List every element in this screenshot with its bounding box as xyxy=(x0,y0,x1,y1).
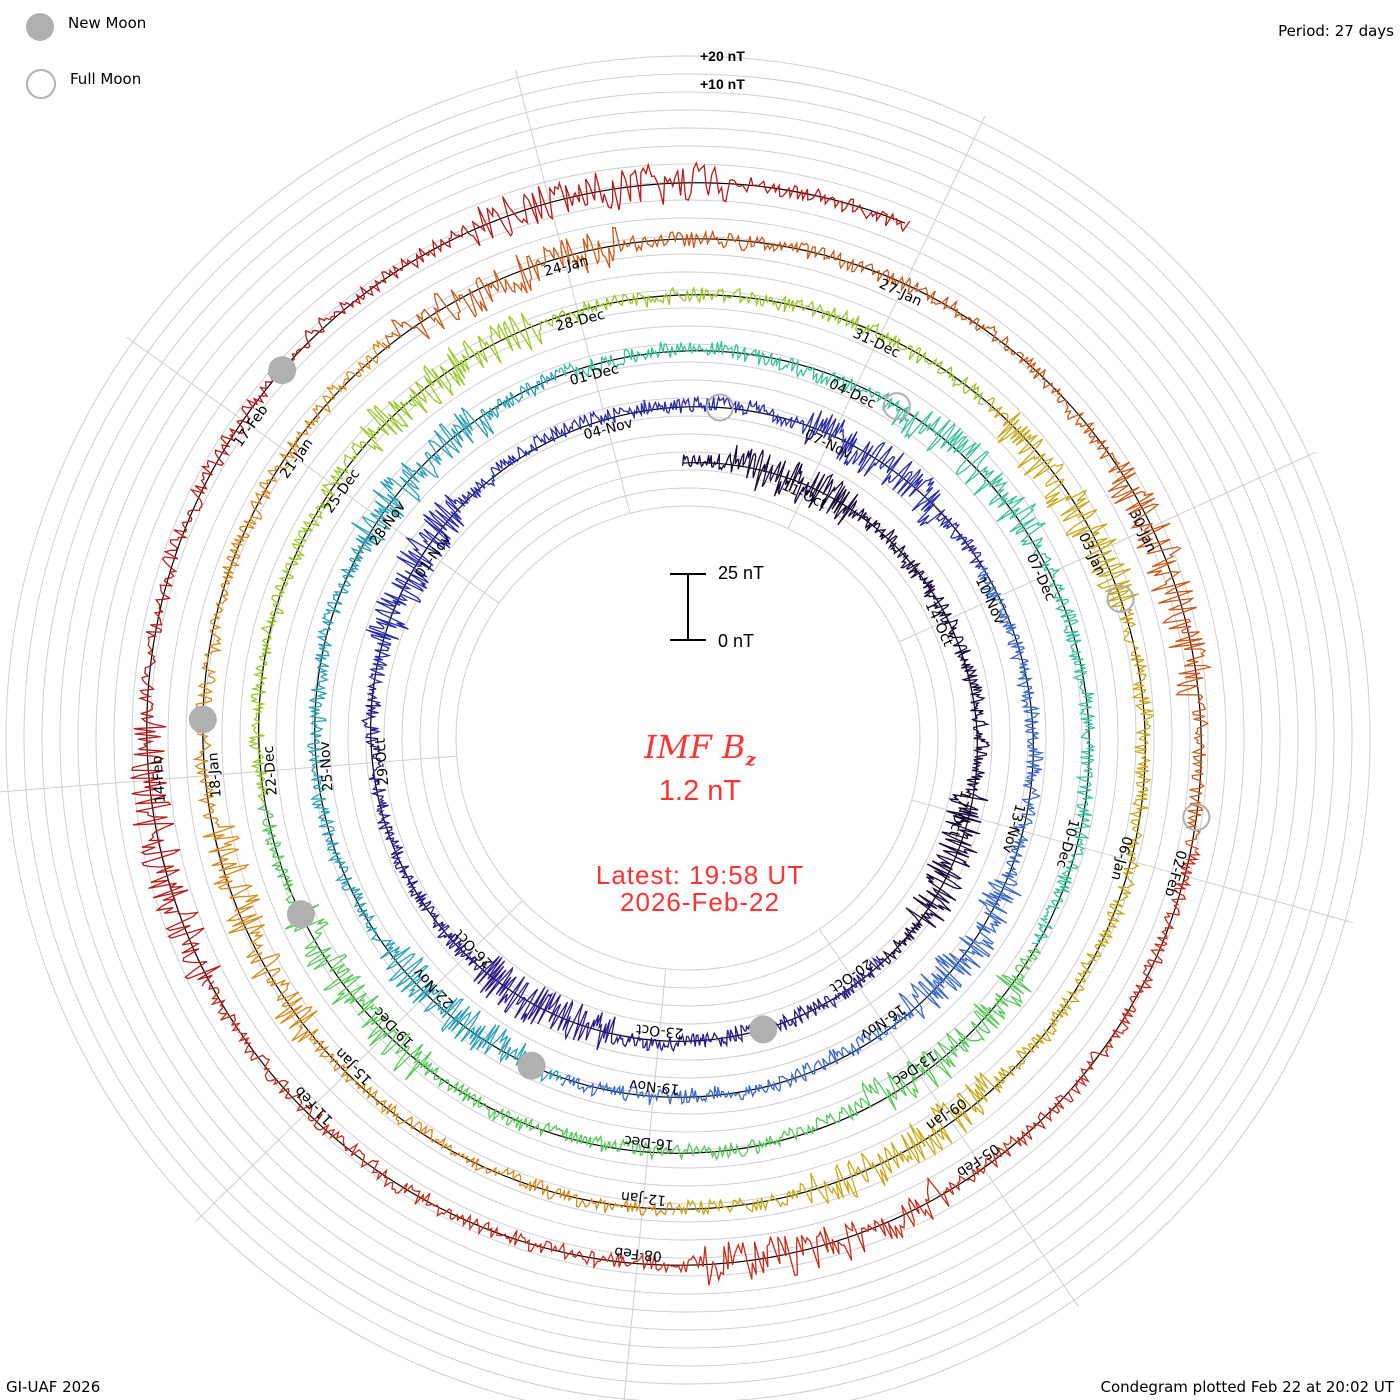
date-label: 18-Jan xyxy=(205,752,224,798)
grid-ring xyxy=(419,469,957,1007)
grid-ring xyxy=(77,127,1299,1349)
bz-trace-segment xyxy=(672,397,1155,1216)
bz-trace-segment xyxy=(307,369,563,1083)
bz-trace-segment xyxy=(247,286,984,804)
grid-ring xyxy=(41,91,1335,1385)
full-moon-marker xyxy=(1106,585,1135,613)
grid-ring xyxy=(59,109,1317,1367)
grid-ring xyxy=(95,145,1281,1331)
bz-trace-segment xyxy=(558,340,1096,945)
grid-ring xyxy=(347,397,1029,1079)
bz-trace-segment xyxy=(681,444,991,965)
grid-ring xyxy=(23,73,1353,1400)
grid-ring xyxy=(437,487,939,989)
new-moon-marker xyxy=(749,1015,778,1044)
grid-ring xyxy=(113,163,1263,1313)
date-label: 24-Jan xyxy=(542,253,590,280)
bz-trace-segment xyxy=(360,684,885,1053)
chart-title-subscript: z xyxy=(745,749,756,771)
new-moon-icon xyxy=(26,13,54,41)
bz-trace-segment xyxy=(256,803,1041,1162)
grid-ring xyxy=(311,361,1065,1115)
date-label: 07-Nov xyxy=(802,427,854,463)
new-moon-marker xyxy=(517,1051,546,1080)
new-moon-marker xyxy=(268,356,297,385)
latest-date: 2026-Feb-22 xyxy=(620,887,780,917)
full-moon-marker xyxy=(882,392,911,421)
date-label: 12-Jan xyxy=(620,1188,667,1208)
bz-traces xyxy=(130,161,1213,1286)
bz-trace-segment xyxy=(365,394,985,686)
date-label: 25-Nov xyxy=(317,741,337,792)
latest-time: Latest: 19:58 UT xyxy=(595,860,805,890)
legend-new-moon-label: New Moon xyxy=(68,14,147,32)
bz-trace-segment xyxy=(192,339,673,1218)
grid-ring xyxy=(455,505,921,971)
scale-top-label: 25 nT xyxy=(718,563,765,583)
outer-scale-10nt: +10 nT xyxy=(700,76,745,92)
new-moon-marker xyxy=(188,705,217,734)
grid-spoke xyxy=(514,69,631,514)
date-label: 16-Dec xyxy=(623,1132,674,1153)
date-label: 19-Nov xyxy=(629,1076,681,1097)
grid-ring xyxy=(257,307,1119,1169)
date-label: 22-Dec xyxy=(261,745,281,796)
grid-ring xyxy=(329,379,1047,1097)
new-moon-marker xyxy=(286,900,315,929)
grid-ring xyxy=(5,55,1371,1400)
scale-bottom-label: 0 nT xyxy=(718,631,755,651)
date-label: 27-Jan xyxy=(877,276,925,310)
grid-spoke xyxy=(898,451,1317,643)
legend-full-moon-label: Full Moon xyxy=(70,70,142,88)
full-moon-icon xyxy=(26,69,56,99)
grid-spoke xyxy=(787,115,986,529)
credit-label: GI-UAF 2026 xyxy=(6,1378,101,1396)
legend-full-moon: Full Moon xyxy=(26,69,141,99)
grid-ring xyxy=(131,181,1245,1295)
bz-trace-segment xyxy=(381,226,1213,852)
bz-trace-segment xyxy=(560,565,1045,1105)
date-label: 23-Oct xyxy=(635,1020,684,1041)
grid-ring xyxy=(167,217,1209,1259)
plotted-timestamp: Condegram plotted Feb 22 at 20:02 UT xyxy=(1100,1378,1394,1396)
scale-bar xyxy=(670,573,706,641)
date-label: 08-Feb xyxy=(614,1243,663,1264)
date-label: 11-Oct xyxy=(779,478,829,513)
outer-scale-20nt: +20 nT xyxy=(700,48,745,64)
moon-markers xyxy=(188,356,1211,1080)
date-label: 29-Oct xyxy=(373,737,393,786)
current-value: 1.2 nT xyxy=(658,775,742,807)
chart-title: IMF Bz xyxy=(0,728,1400,770)
date-label: 14-Feb xyxy=(149,755,169,804)
grid-ring xyxy=(239,289,1137,1187)
grid-ring xyxy=(383,433,993,1043)
grid-ring xyxy=(185,235,1191,1241)
legend-new-moon: New Moon xyxy=(26,13,146,41)
grid-ring xyxy=(365,415,1011,1061)
full-moon-marker xyxy=(1182,803,1211,832)
full-moon-marker xyxy=(705,393,734,422)
bz-trace-segment xyxy=(208,851,1201,1286)
grid-spoke xyxy=(126,336,500,604)
date-label: 21-Jan xyxy=(277,436,316,482)
grid-spoke xyxy=(818,928,1080,1308)
chart-title-main: IMF B xyxy=(644,728,746,766)
period-label: Period: 27 days xyxy=(1278,22,1394,40)
